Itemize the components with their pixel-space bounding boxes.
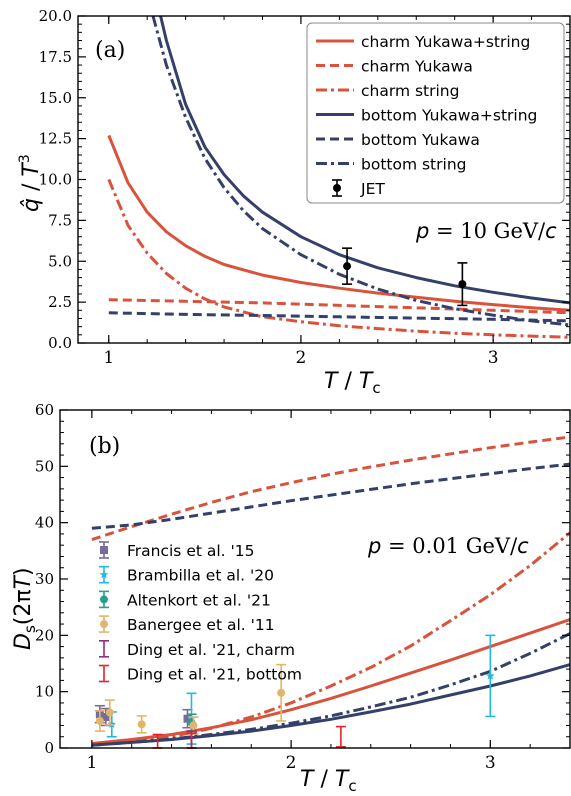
panel-b-series-bottom-yukawa bbox=[91, 462, 570, 530]
panel-a-points bbox=[342, 247, 468, 307]
panel-b-ytick-label: 10 bbox=[35, 683, 54, 701]
panel-a-series-charm-string bbox=[107, 178, 570, 339]
panel-b-series-charm-yukawa bbox=[91, 435, 570, 542]
legend-b-label: Francis et al. '15 bbox=[127, 542, 255, 560]
panel-b-point-brambilla-et-al-20 bbox=[485, 634, 496, 718]
panel-a-curves bbox=[107, 16, 570, 339]
legend-b-label: Altenkort et al. '21 bbox=[127, 591, 271, 609]
legend-a-label: charm Yukawa bbox=[361, 58, 473, 76]
panel-a-label: (a) bbox=[95, 38, 125, 63]
panel-b-series-charm-string bbox=[91, 531, 570, 747]
legend-b-label: Brambilla et al. '20 bbox=[127, 567, 274, 585]
panel-b-point-banergee-et-al-11 bbox=[104, 699, 115, 726]
panel-a-ytick-label: 20.0 bbox=[39, 7, 72, 25]
legend-a-item: charm string bbox=[316, 82, 459, 100]
legend-a-item: bottom string bbox=[316, 156, 466, 174]
panel-b-ytick-label: 30 bbox=[35, 570, 54, 588]
panel-a-series-charm-yukawa bbox=[108, 298, 570, 315]
panel-a-ytick-label: 15.0 bbox=[39, 89, 72, 107]
panel-a-ytick-label: 2.5 bbox=[48, 293, 72, 311]
panel-a-ytick-label: 0.0 bbox=[48, 334, 72, 352]
legend-a-item: charm Yukawa+string bbox=[316, 33, 530, 51]
panel-b-xtick-label: 2 bbox=[286, 753, 297, 773]
legend-a-label: bottom Yukawa+string bbox=[361, 107, 537, 125]
panel-b-ytick-label: 40 bbox=[35, 514, 54, 532]
panel-a-ytick-label: 10.0 bbox=[39, 171, 72, 189]
legend-a-label: bottom string bbox=[361, 156, 466, 174]
panel-b-label: (b) bbox=[89, 434, 120, 459]
legend-b-label: Ding et al. '21, charm bbox=[127, 641, 295, 659]
legend-b-item: Altenkort et al. '21 bbox=[99, 590, 271, 609]
legend-a-label: charm Yukawa+string bbox=[361, 33, 530, 51]
legend-b-item: Brambilla et al. '20 bbox=[99, 565, 274, 585]
panel-a-series-bottom-yukawa bbox=[108, 311, 570, 323]
legend-b-item: Francis et al. '15 bbox=[99, 541, 255, 560]
panel-a-xtick-label: 1 bbox=[103, 348, 114, 368]
legend-b-label: Ding et al. '21, bottom bbox=[127, 666, 302, 684]
legend-a-label: bottom Yukawa bbox=[361, 131, 480, 149]
panel-a-ylabel: q̂ / T3 bbox=[17, 154, 44, 212]
panel-a-ytick-label: 7.5 bbox=[48, 211, 72, 229]
panel-a-legend: charm Yukawa+string charm Yukawa charm str… bbox=[306, 22, 565, 204]
panel-b-ytick-label: 0 bbox=[44, 739, 54, 757]
panel-b-annotation-text: p = 0.01 GeV/c bbox=[367, 534, 529, 558]
legend-a-label: charm string bbox=[361, 82, 459, 100]
panel-a-point-jet bbox=[457, 262, 468, 307]
panel-b-xlabel: T / Tc bbox=[300, 767, 357, 795]
panel-b-point-banergee-et-al-11 bbox=[276, 663, 287, 722]
panel-a-xlabel: T / Tc bbox=[324, 369, 381, 397]
panel-b-xtick-label: 3 bbox=[485, 753, 496, 773]
panel-a-annotation: p = 10 GeV/c bbox=[415, 219, 557, 243]
panel-a-point-jet bbox=[342, 247, 353, 285]
panel-a-series-bottom-yukawa-string bbox=[159, 16, 570, 305]
panel-b-ytick-label: 20 bbox=[35, 626, 54, 644]
panel-a-xtick-label: 2 bbox=[296, 348, 307, 368]
panel-a-ytick-label: 12.5 bbox=[39, 130, 72, 148]
panel-b-ytick-label: 60 bbox=[35, 401, 54, 419]
panel-a-ytick-label: 5.0 bbox=[48, 252, 72, 270]
panel-a-series-charm-yukawa-string bbox=[107, 134, 570, 312]
panel-b-legend: Francis et al. '15 Brambilla et al. '20 Al… bbox=[99, 541, 302, 684]
panel-a-legend-box bbox=[306, 22, 565, 204]
legend-b-item: Banergee et al. '11 bbox=[99, 615, 275, 634]
legend-b-item: Ding et al. '21, bottom bbox=[99, 664, 302, 684]
legend-a-label: JET bbox=[360, 180, 385, 198]
panel-a-series-bottom-string bbox=[151, 16, 570, 327]
panel-a: 1 2 30.02.55.07.510.012.515.017.520.0 (a) … bbox=[17, 7, 571, 397]
panel-a-xtick-label: 3 bbox=[488, 348, 499, 368]
legend-a-item: bottom Yukawa+string bbox=[316, 107, 537, 125]
legend-a-item: JET bbox=[332, 179, 385, 198]
panel-a-ytick-label: 17.5 bbox=[39, 48, 72, 66]
panel-b-ytick-label: 50 bbox=[35, 457, 54, 475]
legend-b-label: Banergee et al. '11 bbox=[127, 616, 275, 634]
legend-a-item: bottom Yukawa bbox=[316, 131, 480, 149]
legend-b-item: Ding et al. '21, charm bbox=[99, 639, 295, 659]
panel-a-ticks: 1 2 3 0.0 2.5 5.0 7.5 10.0 12.5 15.0 17.5 20.0 bbox=[39, 7, 570, 368]
panel-b-ylabel: Ds(2πT) bbox=[11, 567, 39, 650]
panel-a-annotation-text: p = 10 GeV/c bbox=[415, 219, 557, 243]
panel-b-xtick-label: 1 bbox=[86, 753, 97, 773]
panel-b-point-ding-et-al-21-bottom bbox=[335, 725, 346, 748]
panel-b-point-banergee-et-al-11 bbox=[94, 710, 105, 732]
panel-b-point-banergee-et-al-11 bbox=[136, 715, 147, 734]
panel-b-points bbox=[94, 634, 496, 749]
legend-a-item: charm Yukawa bbox=[316, 58, 473, 76]
